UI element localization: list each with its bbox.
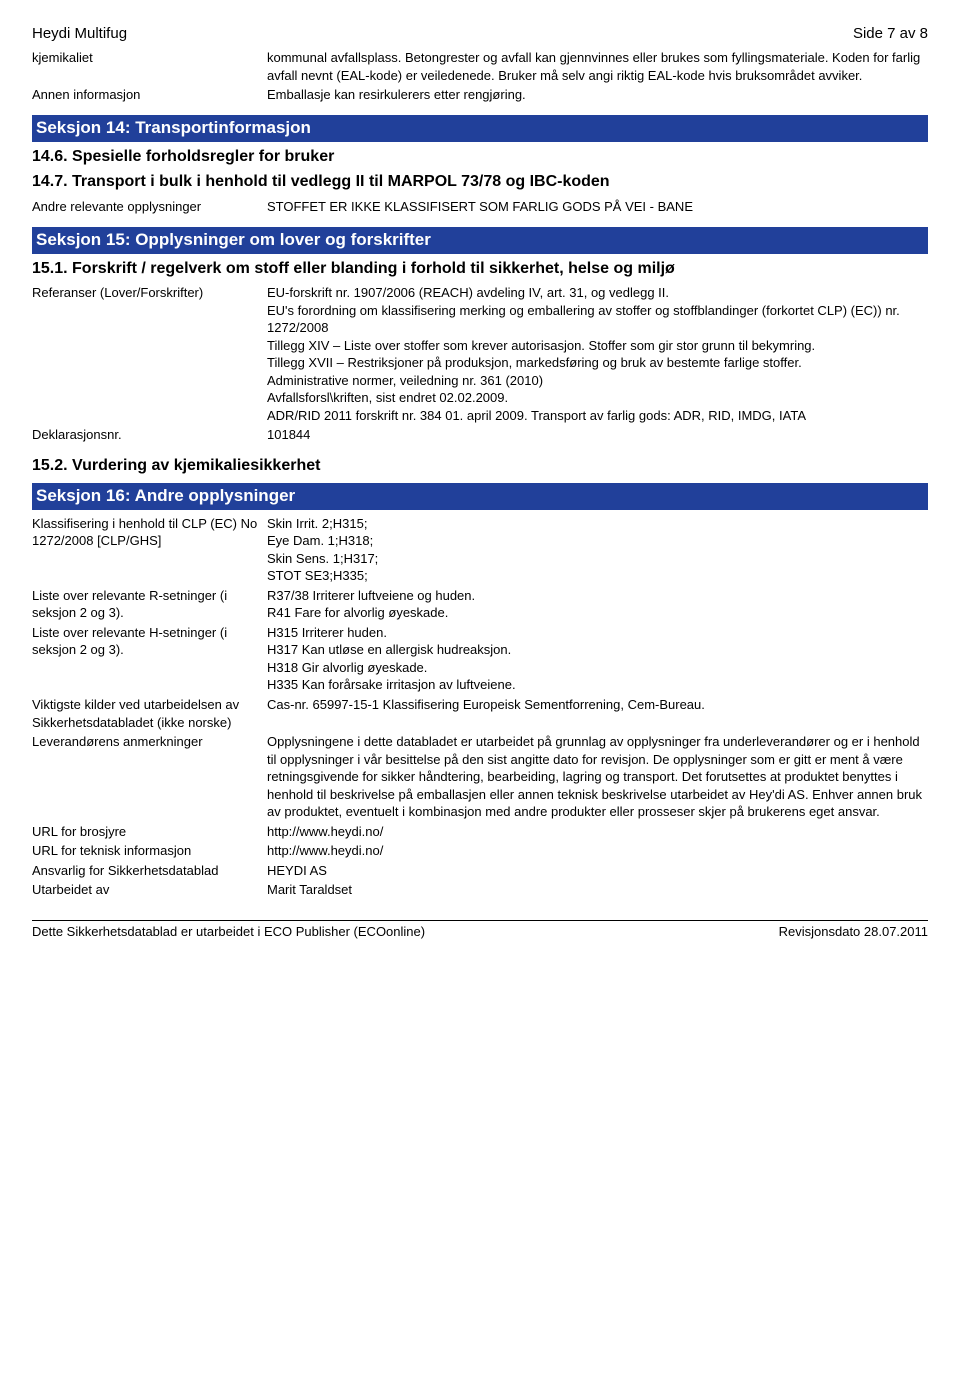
row-key: Klassifisering i henhold til CLP (EC) No… — [32, 514, 267, 586]
row-key: Liste over relevante R-setninger (i seks… — [32, 586, 267, 623]
page-header: Heydi Multifug Side 7 av 8 — [32, 24, 928, 44]
page-footer: Dette Sikkerhetsdatablad er utarbeidet i… — [32, 920, 928, 941]
row-val: Cas-nr. 65997-15-1 Klassifisering Europe… — [267, 695, 928, 732]
table-row: Deklarasjonsnr. 101844 — [32, 425, 928, 445]
footer-right: Revisjonsdato 28.07.2011 — [779, 923, 928, 941]
table-row: Andre relevante opplysninger STOFFET ER … — [32, 197, 928, 217]
row-val: http://www.heydi.no/ — [267, 822, 928, 842]
row-key: Annen informasjon — [32, 85, 267, 105]
footer-left: Dette Sikkerhetsdatablad er utarbeidet i… — [32, 923, 425, 941]
row-val: H315 Irriterer huden. H317 Kan utløse en… — [267, 623, 928, 695]
row-key: Liste over relevante H-setninger (i seks… — [32, 623, 267, 695]
row-val: EU-forskrift nr. 1907/2006 (REACH) avdel… — [267, 283, 928, 425]
doc-title: Heydi Multifug — [32, 24, 127, 44]
table-row: Referanser (Lover/Forskrifter) EU-forskr… — [32, 283, 928, 425]
s14-table: Andre relevante opplysninger STOFFET ER … — [32, 197, 928, 217]
row-key: URL for teknisk informasjon — [32, 841, 267, 861]
intro-table: kjemikaliet kommunal avfallsplass. Beton… — [32, 48, 928, 105]
row-key: Deklarasjonsnr. — [32, 425, 267, 445]
table-row: Utarbeidet av Marit Taraldset — [32, 880, 928, 900]
section-15-1-heading: 15.1. Forskrift / regelverk om stoff ell… — [32, 258, 928, 280]
row-val: Marit Taraldset — [267, 880, 928, 900]
section-15-2-heading: 15.2. Vurdering av kjemikaliesikkerhet — [32, 455, 928, 477]
row-key: Viktigste kilder ved utarbeidelsen av Si… — [32, 695, 267, 732]
section-15-bar: Seksjon 15: Opplysninger om lover og for… — [32, 227, 928, 254]
table-row: kjemikaliet kommunal avfallsplass. Beton… — [32, 48, 928, 85]
row-key: Utarbeidet av — [32, 880, 267, 900]
table-row: Annen informasjon Emballasje kan resirku… — [32, 85, 928, 105]
table-row: URL for brosjyre http://www.heydi.no/ — [32, 822, 928, 842]
section-14-6-heading: 14.6. Spesielle forholdsregler for bruke… — [32, 146, 928, 168]
section-16-bar: Seksjon 16: Andre opplysninger — [32, 483, 928, 510]
row-val: Opplysningene i dette databladet er utar… — [267, 732, 928, 822]
row-val: Emballasje kan resirkulerers etter rengj… — [267, 85, 928, 105]
s16-table: Klassifisering i henhold til CLP (EC) No… — [32, 514, 928, 900]
s15-table: Referanser (Lover/Forskrifter) EU-forskr… — [32, 283, 928, 445]
row-val: http://www.heydi.no/ — [267, 841, 928, 861]
row-key: Leverandørens anmerkninger — [32, 732, 267, 822]
table-row: Klassifisering i henhold til CLP (EC) No… — [32, 514, 928, 586]
row-val: HEYDI AS — [267, 861, 928, 881]
row-key: Andre relevante opplysninger — [32, 197, 267, 217]
section-14-bar: Seksjon 14: Transportinformasjon — [32, 115, 928, 142]
table-row: Ansvarlig for Sikkerhetsdatablad HEYDI A… — [32, 861, 928, 881]
row-val: Skin Irrit. 2;H315; Eye Dam. 1;H318; Ski… — [267, 514, 928, 586]
table-row: Liste over relevante R-setninger (i seks… — [32, 586, 928, 623]
table-row: URL for teknisk informasjon http://www.h… — [32, 841, 928, 861]
row-key: kjemikaliet — [32, 48, 267, 85]
row-val: 101844 — [267, 425, 928, 445]
table-row: Leverandørens anmerkninger Opplysningene… — [32, 732, 928, 822]
row-val: R37/38 Irriterer luftveiene og huden. R4… — [267, 586, 928, 623]
row-val: STOFFET ER IKKE KLASSIFISERT SOM FARLIG … — [267, 197, 928, 217]
row-key: Ansvarlig for Sikkerhetsdatablad — [32, 861, 267, 881]
table-row: Liste over relevante H-setninger (i seks… — [32, 623, 928, 695]
section-14-7-heading: 14.7. Transport i bulk i henhold til ved… — [32, 171, 928, 193]
page-number: Side 7 av 8 — [853, 24, 928, 44]
row-val: kommunal avfallsplass. Betongrester og a… — [267, 48, 928, 85]
row-key: URL for brosjyre — [32, 822, 267, 842]
row-key: Referanser (Lover/Forskrifter) — [32, 283, 267, 425]
table-row: Viktigste kilder ved utarbeidelsen av Si… — [32, 695, 928, 732]
